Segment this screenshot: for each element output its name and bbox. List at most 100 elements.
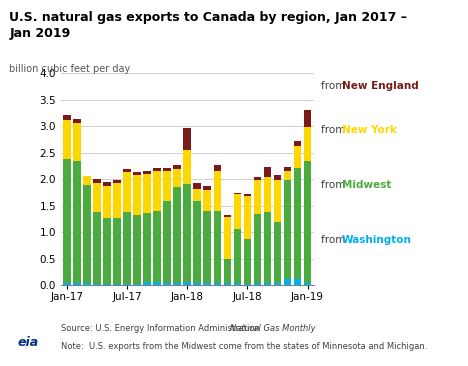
Bar <box>263 167 271 177</box>
Bar <box>193 283 201 285</box>
Bar <box>263 177 271 212</box>
Text: Natural Gas Monthly: Natural Gas Monthly <box>230 324 315 333</box>
Bar <box>234 283 241 285</box>
Bar <box>304 110 311 127</box>
Bar <box>154 282 161 285</box>
Bar <box>83 176 91 185</box>
Bar <box>123 212 131 284</box>
Bar <box>294 146 301 168</box>
Bar <box>244 284 251 285</box>
Bar <box>73 283 80 285</box>
Bar <box>154 211 161 282</box>
Bar <box>163 168 171 171</box>
Bar <box>284 171 291 180</box>
Bar <box>93 183 101 212</box>
Bar <box>244 194 251 196</box>
Bar <box>254 180 261 214</box>
Bar <box>174 283 181 285</box>
Bar <box>163 171 171 201</box>
Text: from: from <box>321 125 348 135</box>
Text: billion cubic feet per day: billion cubic feet per day <box>9 64 131 74</box>
Text: New York: New York <box>342 125 396 135</box>
Bar <box>274 283 281 285</box>
Bar <box>123 172 131 212</box>
Bar <box>174 165 181 169</box>
Text: eia: eia <box>17 336 39 349</box>
Bar <box>163 201 171 283</box>
Bar <box>234 193 241 194</box>
Bar <box>113 217 121 284</box>
Bar <box>133 284 141 285</box>
Bar <box>193 183 201 189</box>
Bar <box>143 171 151 173</box>
Bar <box>254 177 261 180</box>
Bar <box>284 167 291 171</box>
Bar <box>143 173 151 213</box>
Bar <box>174 187 181 283</box>
Bar <box>113 183 121 217</box>
Bar <box>123 169 131 172</box>
Bar <box>154 168 161 171</box>
Bar <box>213 283 221 285</box>
Text: Note:  U.S. exports from the Midwest come from the states of Minnesota and Michi: Note: U.S. exports from the Midwest come… <box>61 342 427 351</box>
Bar <box>274 222 281 283</box>
Bar <box>244 239 251 284</box>
Bar <box>294 141 301 146</box>
Bar <box>224 216 231 217</box>
Bar <box>204 186 211 190</box>
Bar <box>63 120 71 158</box>
Bar <box>103 186 111 217</box>
Bar <box>113 180 121 183</box>
Bar <box>154 171 161 211</box>
Bar <box>274 180 281 222</box>
Bar <box>83 283 91 285</box>
Bar <box>93 212 101 284</box>
Bar <box>224 259 231 283</box>
Bar <box>224 217 231 259</box>
Bar <box>183 128 191 150</box>
Bar <box>163 283 171 285</box>
Bar <box>183 150 191 184</box>
Bar <box>93 179 101 183</box>
Bar <box>294 168 301 279</box>
Bar <box>143 213 151 282</box>
Bar <box>304 161 311 283</box>
Bar <box>204 190 211 211</box>
Bar <box>294 279 301 285</box>
Bar <box>133 215 141 284</box>
Bar <box>93 284 101 285</box>
Bar <box>174 169 181 187</box>
Bar <box>254 283 261 285</box>
Text: from: from <box>321 180 348 190</box>
Text: from: from <box>321 235 348 245</box>
Bar <box>63 158 71 283</box>
Text: Source: U.S. Energy Information Administration: Source: U.S. Energy Information Administ… <box>61 324 263 333</box>
Bar <box>103 217 111 284</box>
Bar <box>244 196 251 239</box>
Bar <box>234 194 241 229</box>
Bar <box>284 180 291 279</box>
Bar <box>123 284 131 285</box>
Bar <box>284 279 291 285</box>
Bar <box>274 175 281 180</box>
Bar <box>263 212 271 283</box>
Bar <box>263 283 271 285</box>
Bar <box>213 165 221 171</box>
Bar <box>113 284 121 285</box>
Bar <box>183 282 191 285</box>
Text: from: from <box>321 81 348 91</box>
Bar <box>193 189 201 201</box>
Bar <box>304 127 311 161</box>
Bar <box>204 283 211 285</box>
Bar <box>73 119 80 123</box>
Text: New England: New England <box>342 81 418 91</box>
Bar <box>204 211 211 283</box>
Bar <box>133 172 141 175</box>
Text: Washington: Washington <box>342 235 411 245</box>
Bar <box>213 211 221 283</box>
Bar <box>193 201 201 283</box>
Text: U.S. natural gas exports to Canada by region, Jan 2017 –
Jan 2019: U.S. natural gas exports to Canada by re… <box>9 11 407 40</box>
Bar <box>63 115 71 120</box>
Bar <box>183 184 191 282</box>
Bar <box>103 284 111 285</box>
